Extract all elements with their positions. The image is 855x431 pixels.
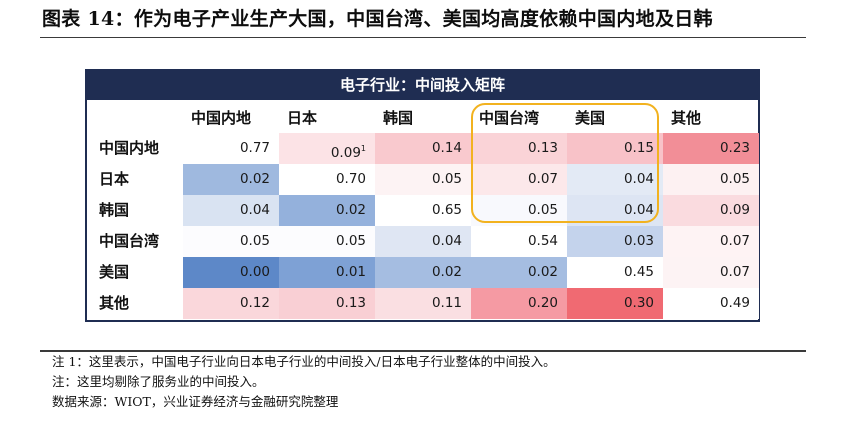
cell-value: 0.09 xyxy=(719,202,750,218)
heatmap-cell: 0.02 xyxy=(279,195,375,226)
heatmap-cell: 0.09 xyxy=(663,195,759,226)
cell-value: 0.00 xyxy=(239,264,270,280)
cell-value: 0.70 xyxy=(335,171,366,187)
heatmap-cell: 0.15 xyxy=(567,133,663,164)
cell-value: 0.15 xyxy=(623,140,654,156)
heatmap-cell: 0.13 xyxy=(279,288,375,319)
cell-value: 0.02 xyxy=(335,202,366,218)
cell-value: 0.23 xyxy=(719,140,750,156)
notes-block: 注 1：这里表示，中国电子行业向日本电子行业的中间投入/日本电子行业整体的中间投… xyxy=(52,352,812,412)
cell-value: 0.11 xyxy=(431,295,462,311)
heatmap-cell: 0.02 xyxy=(471,257,567,288)
cell-value: 0.12 xyxy=(239,295,270,311)
heatmap-cell: 0.12 xyxy=(183,288,279,319)
row-header: 韩国 xyxy=(99,201,130,219)
row-header: 中国台湾 xyxy=(99,232,160,250)
cell-value: 0.09 xyxy=(330,145,361,161)
footnote-2: 注：这里均剔除了服务业的中间投入。 xyxy=(52,374,265,389)
cell-value: 0.04 xyxy=(623,171,654,187)
heatmap-cell: 0.70 xyxy=(279,164,375,195)
heatmap-cell: 0.091 xyxy=(279,133,375,164)
cell-value: 0.05 xyxy=(239,233,270,249)
cell-value: 0.02 xyxy=(527,264,558,280)
heatmap-cell: 0.01 xyxy=(279,257,375,288)
row-header: 其他 xyxy=(99,294,130,312)
cell-value: 0.02 xyxy=(431,264,462,280)
cell-value: 0.45 xyxy=(623,264,654,280)
heatmap-cell: 0.65 xyxy=(375,195,471,226)
heatmap-cell: 0.49 xyxy=(663,288,759,319)
heatmap-cell: 0.07 xyxy=(471,164,567,195)
column-header: 韩国 xyxy=(383,109,414,127)
cell-value: 0.02 xyxy=(239,171,270,187)
heatmap-cell: 0.04 xyxy=(375,226,471,257)
cell-value: 0.13 xyxy=(335,295,366,311)
heatmap-cell: 0.05 xyxy=(375,164,471,195)
heatmap-cell: 0.11 xyxy=(375,288,471,319)
cell-value: 0.49 xyxy=(719,295,750,311)
cell-value: 0.65 xyxy=(431,202,462,218)
heatmap-cell: 0.07 xyxy=(663,226,759,257)
cell-value: 0.05 xyxy=(431,171,462,187)
footnote-1: 注 1：这里表示，中国电子行业向日本电子行业的中间投入/日本电子行业整体的中间投… xyxy=(52,354,556,369)
column-header: 其他 xyxy=(671,109,702,127)
heatmap-cell: 0.02 xyxy=(183,164,279,195)
column-header: 日本 xyxy=(287,109,318,127)
heatmap-cell: 0.05 xyxy=(471,195,567,226)
heatmap-cell: 0.30 xyxy=(567,288,663,319)
cell-value: 0.03 xyxy=(623,233,654,249)
row-header: 日本 xyxy=(99,170,130,188)
cell-value: 0.20 xyxy=(527,295,558,311)
cell-value: 0.05 xyxy=(335,233,366,249)
column-header: 中国内地 xyxy=(191,109,252,127)
cell-value: 0.07 xyxy=(527,171,558,187)
heatmap-title: 电子行业：中间投入矩阵 xyxy=(87,71,758,100)
heatmap-cell: 0.02 xyxy=(375,257,471,288)
heatmap-cell: 0.23 xyxy=(663,133,759,164)
cell-value: 0.14 xyxy=(431,140,462,156)
cell-value: 0.07 xyxy=(719,233,750,249)
cell-value: 0.01 xyxy=(335,264,366,280)
data-source: 数据来源：WIOT，兴业证券经济与金融研究院整理 xyxy=(52,394,339,409)
column-header: 美国 xyxy=(575,109,606,127)
row-header: 美国 xyxy=(99,263,130,281)
heatmap-cell: 0.05 xyxy=(183,226,279,257)
heatmap-cell: 0.20 xyxy=(471,288,567,319)
cell-value: 0.05 xyxy=(527,202,558,218)
heatmap-cell: 0.05 xyxy=(279,226,375,257)
cell-value: 0.04 xyxy=(623,202,654,218)
heatmap-panel: 电子行业：中间投入矩阵 中国内地 日本 韩国 中国台湾 美国 其他 中国内地 0.77 0.09… xyxy=(85,69,760,322)
cell-value: 0.04 xyxy=(239,202,270,218)
heatmap-cell: 0.54 xyxy=(471,226,567,257)
row-header: 中国内地 xyxy=(99,139,160,157)
heatmap-cell: 0.03 xyxy=(567,226,663,257)
cell-value: 0.04 xyxy=(431,233,462,249)
figure-title: 图表 14：作为电子产业生产大国，中国台湾、美国均高度依赖中国内地及日韩 xyxy=(42,8,713,30)
notes-rule xyxy=(40,350,806,352)
title-rule xyxy=(40,37,806,38)
heatmap-cell: 0.05 xyxy=(663,164,759,195)
cell-value: 0.13 xyxy=(527,140,558,156)
heatmap-cell: 0.04 xyxy=(567,195,663,226)
cell-value: 0.07 xyxy=(719,264,750,280)
cell-value: 0.54 xyxy=(527,233,558,249)
footnote-marker: 1 xyxy=(360,144,366,153)
heatmap-cell: 0.13 xyxy=(471,133,567,164)
column-header: 中国台湾 xyxy=(479,109,540,127)
cell-value: 0.30 xyxy=(623,295,654,311)
cell-value: 0.77 xyxy=(239,140,270,156)
heatmap-cell: 0.77 xyxy=(183,133,279,164)
heatmap-cell: 0.04 xyxy=(567,164,663,195)
cell-value: 0.05 xyxy=(719,171,750,187)
heatmap-cell: 0.45 xyxy=(567,257,663,288)
heatmap-cell: 0.14 xyxy=(375,133,471,164)
heatmap-cell: 0.07 xyxy=(663,257,759,288)
heatmap-cell: 0.04 xyxy=(183,195,279,226)
heatmap-cell: 0.00 xyxy=(183,257,279,288)
